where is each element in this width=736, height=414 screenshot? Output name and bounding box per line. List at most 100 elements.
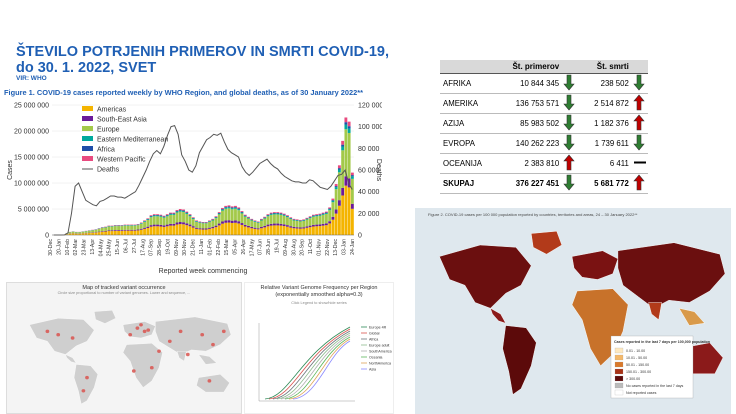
x-tick-label: 30-Nov — [182, 239, 188, 256]
bar-segment — [159, 214, 163, 216]
bar-segment — [295, 220, 299, 228]
bar-segment — [269, 214, 273, 224]
bar-segment — [195, 228, 198, 235]
bar-segment — [198, 229, 202, 235]
bar-segment — [201, 222, 205, 224]
bar-segment — [152, 224, 156, 227]
bar-segment — [152, 226, 156, 235]
bar-segment — [100, 231, 104, 235]
bar-segment — [188, 224, 192, 227]
bar-segment — [282, 214, 286, 216]
bar-segment — [227, 207, 231, 209]
bar-segment — [250, 218, 254, 220]
bar-segment — [191, 226, 195, 228]
legend-label: Americas — [97, 107, 127, 114]
x-tick-label: 25-May — [107, 239, 113, 257]
bar-segment — [182, 224, 185, 235]
bar-segment — [230, 222, 234, 235]
bar-segment — [191, 227, 195, 235]
bar-segment — [324, 211, 328, 213]
table-header: Št. primerov Št. smrti — [440, 60, 648, 74]
deaths-trend — [630, 113, 648, 134]
bar-segment — [165, 224, 169, 227]
bar-segment — [260, 228, 263, 235]
y-tick-label: 5 000 000 — [18, 207, 49, 214]
bar-segment — [185, 225, 189, 235]
bar-segment — [221, 221, 224, 224]
bar-segment — [107, 226, 111, 231]
bar-segment — [321, 225, 325, 235]
case-rate-map-panel: Cases reported in the last 7 days per 10… — [415, 208, 731, 414]
bar-segment — [198, 222, 202, 229]
bar-segment — [347, 126, 351, 129]
bar-segment — [110, 230, 114, 232]
bar-segment — [74, 232, 78, 234]
bar-segment — [279, 214, 283, 224]
bar-segment — [100, 231, 104, 232]
map-legend-swatch — [614, 389, 624, 396]
bar-segment — [337, 169, 341, 173]
variant-occurrence-dot — [221, 329, 226, 334]
variant-occurrence-dot — [70, 336, 75, 340]
bar-segment — [334, 209, 338, 214]
bar-segment — [341, 144, 345, 147]
up-arrow-icon — [563, 154, 575, 171]
bar-segment — [243, 214, 247, 216]
x-tick-label: 23-Mar — [82, 239, 88, 256]
bar-segment — [328, 221, 332, 224]
bar-segment — [217, 214, 221, 224]
land-region — [29, 318, 95, 355]
bar-segment — [113, 230, 117, 231]
bar-segment — [191, 217, 195, 219]
bar-segment — [162, 217, 166, 226]
bar-segment — [292, 226, 296, 229]
y2-tick-label: 40 000 — [358, 189, 380, 196]
variant-occurrence-dot — [149, 365, 154, 370]
x-tick-label: 09-Aug — [283, 239, 289, 256]
bar-segment — [347, 121, 351, 127]
bar-segment — [286, 215, 289, 217]
bar-segment — [350, 203, 354, 209]
bar-segment — [247, 218, 250, 226]
bar-segment — [191, 219, 195, 227]
map-legend-label: 0.01 - 10.00 — [626, 349, 645, 353]
bar-segment — [97, 228, 101, 232]
legend-swatch — [82, 116, 93, 121]
bar-segment — [308, 227, 312, 235]
up-arrow-icon — [633, 94, 645, 111]
bar-segment — [94, 232, 98, 235]
bar-segment — [172, 214, 176, 224]
bar-segment — [250, 228, 254, 235]
variant-occurrence-dot — [157, 349, 161, 353]
x-tick-label: 30-Dec — [48, 239, 54, 256]
x-tick-label: 20-Sep — [300, 239, 306, 256]
x-tick-label: 17-May — [249, 239, 255, 257]
variant-series-line — [268, 328, 351, 400]
bar-segment — [117, 230, 120, 235]
x-tick-label: 22-Feb — [216, 239, 222, 256]
bar-segment — [230, 209, 234, 221]
down-arrow-icon — [563, 174, 575, 191]
bar-segment — [139, 223, 143, 229]
bar-segment — [344, 176, 348, 186]
bar-segment — [302, 227, 306, 229]
bar-segment — [224, 207, 228, 208]
bar-segment — [273, 212, 276, 214]
bar-segment — [337, 172, 341, 201]
bar-segment — [240, 224, 244, 235]
down-arrow-icon — [633, 74, 645, 91]
bar-segment — [295, 220, 299, 221]
bar-segment — [286, 226, 289, 235]
x-tick-label: 13-Dec — [333, 239, 339, 256]
bar-segment — [78, 233, 82, 235]
x-tick-label: 15-Jun — [115, 239, 121, 255]
map-legend-swatch — [614, 382, 624, 389]
map-legend-box — [610, 335, 694, 399]
cases-value: 136 753 571 — [500, 93, 562, 114]
bar-segment — [217, 223, 221, 226]
bar-segment — [273, 225, 276, 235]
bar-segment — [279, 212, 283, 214]
table-row: OCEANIJA 2 383 810 6 411 — [440, 153, 648, 174]
bar-segment — [247, 216, 250, 218]
bar-segment — [292, 218, 296, 220]
